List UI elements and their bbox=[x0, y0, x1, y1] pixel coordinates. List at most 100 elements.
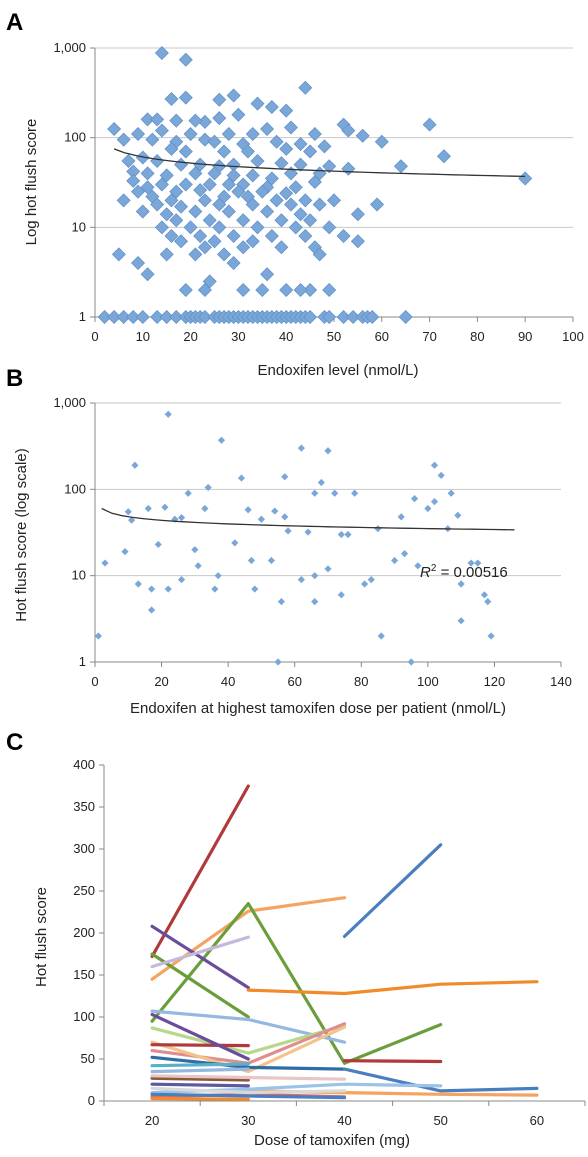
series-line bbox=[150, 901, 347, 1065]
data-point bbox=[324, 447, 332, 455]
data-point bbox=[341, 161, 356, 176]
x-tick-label: 20 bbox=[145, 1113, 159, 1128]
y-tick-label: 100 bbox=[73, 1009, 95, 1024]
data-point bbox=[164, 585, 172, 593]
series-line bbox=[342, 1022, 443, 1065]
data-point bbox=[116, 132, 131, 147]
data-point bbox=[97, 310, 112, 324]
data-point bbox=[131, 126, 146, 141]
data-point bbox=[293, 207, 308, 222]
data-point bbox=[303, 213, 318, 228]
data-point bbox=[144, 504, 152, 513]
y-tick-label: 50 bbox=[81, 1051, 95, 1066]
data-point bbox=[250, 220, 265, 235]
data-point bbox=[178, 177, 193, 192]
data-point bbox=[298, 80, 313, 95]
data-point bbox=[128, 516, 136, 524]
data-point bbox=[207, 134, 222, 149]
data-point bbox=[207, 166, 222, 181]
x-tick-label: 0 bbox=[91, 329, 98, 344]
data-point bbox=[111, 247, 126, 262]
x-tick-label: 40 bbox=[337, 1113, 351, 1128]
data-point bbox=[377, 632, 385, 640]
y-tick-label: 250 bbox=[73, 883, 95, 898]
data-point bbox=[407, 658, 415, 666]
data-point bbox=[365, 310, 380, 324]
data-point bbox=[480, 591, 489, 599]
series-line bbox=[150, 1023, 347, 1055]
y-tick-label: 200 bbox=[73, 925, 95, 940]
data-point bbox=[202, 177, 217, 192]
data-point bbox=[279, 141, 294, 156]
series-line bbox=[150, 1025, 347, 1074]
data-point bbox=[207, 234, 222, 249]
panel-a-x-axis-label: Endoxifen level (nmol/L) bbox=[258, 362, 419, 379]
data-point bbox=[217, 144, 232, 159]
data-point bbox=[159, 247, 174, 262]
data-point bbox=[298, 193, 313, 208]
data-point bbox=[197, 240, 212, 255]
y-tick-label: 0 bbox=[88, 1093, 95, 1108]
x-tick-label: 50 bbox=[433, 1113, 447, 1128]
data-point bbox=[193, 183, 208, 198]
data-point bbox=[131, 461, 139, 469]
panel-c-y-axis-label: Hot flush score bbox=[33, 887, 50, 987]
data-point bbox=[367, 576, 375, 584]
series-line bbox=[150, 924, 250, 990]
data-point bbox=[131, 256, 146, 271]
data-point bbox=[467, 559, 475, 567]
data-point bbox=[201, 504, 209, 513]
x-tick-label: 30 bbox=[231, 329, 245, 344]
series-line bbox=[246, 980, 539, 996]
data-point bbox=[217, 247, 232, 262]
data-point bbox=[194, 562, 202, 570]
series-line bbox=[150, 1055, 347, 1071]
data-point bbox=[250, 96, 265, 111]
data-point bbox=[174, 234, 189, 249]
r-squared-symbol: R bbox=[420, 564, 431, 581]
data-point bbox=[260, 267, 275, 282]
data-point bbox=[135, 204, 150, 219]
data-point bbox=[279, 186, 294, 201]
panel-b-x-axis-label: Endoxifen at highest tamoxifen dose per … bbox=[130, 700, 506, 717]
data-point bbox=[312, 247, 327, 262]
x-tick-label: 80 bbox=[354, 674, 368, 689]
trendline bbox=[101, 507, 515, 531]
data-point bbox=[245, 197, 260, 212]
data-point bbox=[159, 168, 174, 183]
data-point bbox=[245, 126, 260, 141]
data-point bbox=[346, 310, 361, 324]
data-point bbox=[197, 193, 212, 208]
data-point bbox=[355, 128, 370, 143]
data-point bbox=[177, 576, 186, 584]
data-point bbox=[274, 156, 289, 171]
x-tick-label: 140 bbox=[550, 674, 572, 689]
data-point bbox=[212, 220, 227, 235]
data-point bbox=[237, 474, 246, 482]
data-point bbox=[327, 193, 341, 208]
x-tick-label: 100 bbox=[562, 329, 584, 344]
data-point bbox=[154, 540, 162, 549]
data-point bbox=[140, 180, 155, 195]
data-point bbox=[317, 478, 325, 487]
series-line bbox=[342, 1067, 539, 1093]
data-point bbox=[284, 527, 292, 535]
y-tick-label: 300 bbox=[73, 841, 95, 856]
data-point bbox=[197, 132, 212, 147]
panel-letter-c: C bbox=[6, 729, 23, 756]
x-tick-label: 50 bbox=[327, 329, 341, 344]
data-point bbox=[447, 489, 455, 497]
y-tick-label: 1 bbox=[79, 309, 86, 324]
data-point bbox=[226, 168, 241, 183]
data-point bbox=[293, 283, 308, 298]
data-point bbox=[231, 539, 239, 547]
data-point bbox=[184, 489, 192, 497]
panel-letter-a: A bbox=[6, 9, 23, 36]
data-point bbox=[116, 193, 131, 208]
data-point bbox=[311, 598, 319, 606]
x-tick-label: 20 bbox=[183, 329, 197, 344]
data-point bbox=[283, 120, 298, 135]
x-tick-label: 120 bbox=[484, 674, 506, 689]
data-point bbox=[370, 197, 385, 212]
data-point bbox=[484, 598, 492, 606]
